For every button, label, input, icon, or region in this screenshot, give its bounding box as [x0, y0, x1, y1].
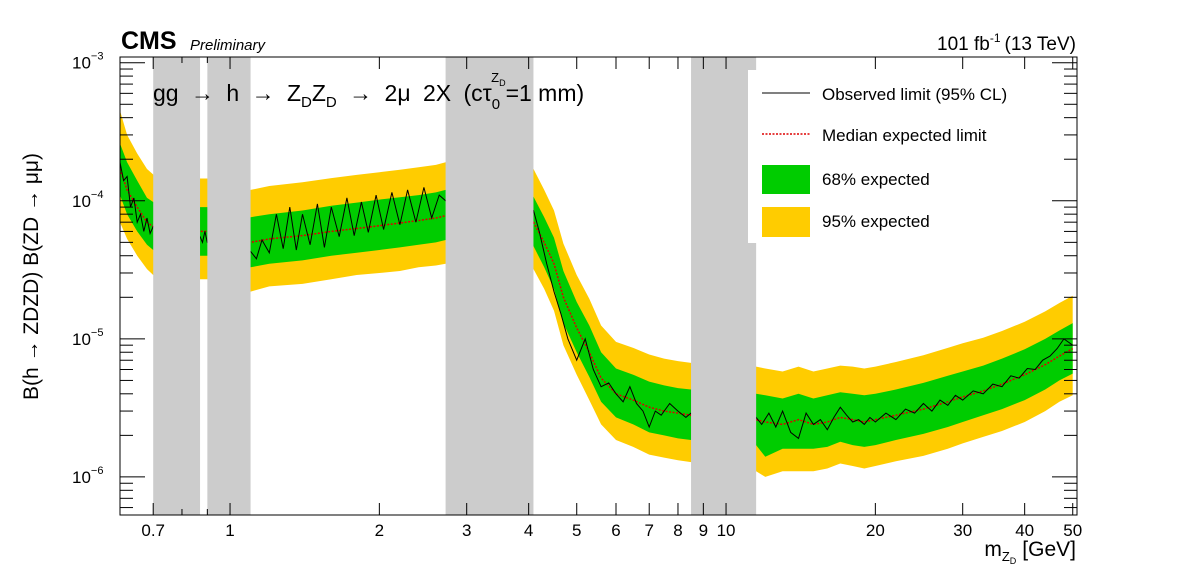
x-tick-label: 4: [524, 521, 533, 540]
y-axis-title: B(h → ZDZD) B(ZD → μμ): [20, 153, 43, 400]
legend-observed-label: Observed limit (95% CL): [822, 85, 1007, 104]
y-tick-label: 10−5: [72, 327, 103, 349]
excluded-region: [207, 57, 251, 515]
x-tick-label: 5: [572, 521, 581, 540]
y-tick-label: 10−4: [72, 189, 103, 211]
x-tick-label: 10: [717, 521, 736, 540]
experiment-label: CMS: [121, 27, 177, 55]
x-tick-label: 8: [673, 521, 682, 540]
x-tick-label: 9: [699, 521, 708, 540]
x-tick-label: 40: [1015, 521, 1034, 540]
lumi-label: 101 fb-1 (13 TeV): [937, 31, 1076, 55]
expected-limit-line: [120, 168, 1074, 426]
legend-95-label: 95% expected: [822, 212, 930, 231]
observed-limit-line: [120, 162, 1073, 440]
x-axis-title: mZD [GeV]: [984, 538, 1076, 566]
excluded-region: [445, 57, 534, 515]
x-tick-label: 30: [953, 521, 972, 540]
band-95-expected: [120, 110, 1073, 477]
excluded-region: [691, 57, 757, 515]
process-label: gg → h → ZDZD → 2μ 2X (cτ0ZD=1 mm): [153, 70, 584, 113]
status-label: Preliminary: [190, 37, 267, 54]
y-tick-label: 10−6: [72, 465, 103, 487]
x-tick-label: 1: [225, 521, 234, 540]
x-tick-label: 50: [1063, 521, 1082, 540]
excluded-region: [153, 57, 201, 515]
plot-frame: [119, 56, 1078, 516]
legend-expected-label: Median expected limit: [822, 126, 987, 145]
legend-68-swatch: [762, 165, 810, 194]
x-tick-label: 7: [644, 521, 653, 540]
axis-ticks: 0.7 1 2 3 4 5 6 7 8 9 10 20 30 40 50 10−6 10−5 10−4 10−3: [72, 51, 1082, 540]
excluded-mass-regions: [153, 57, 757, 515]
x-tick-label: 2: [375, 521, 384, 540]
y-tick-label: 10−3: [72, 51, 103, 73]
x-tick-label: 3: [462, 521, 471, 540]
band-68-expected: [120, 143, 1073, 457]
legend-68-label: 68% expected: [822, 170, 930, 189]
legend-95-swatch: [762, 207, 810, 237]
x-tick-label: 6: [611, 521, 620, 540]
legend: Observed limit (95% CL) Median expected …: [762, 85, 1007, 237]
x-tick-label: 20: [866, 521, 885, 540]
x-tick-label: 0.7: [141, 521, 165, 540]
plot-area: [120, 57, 1074, 515]
